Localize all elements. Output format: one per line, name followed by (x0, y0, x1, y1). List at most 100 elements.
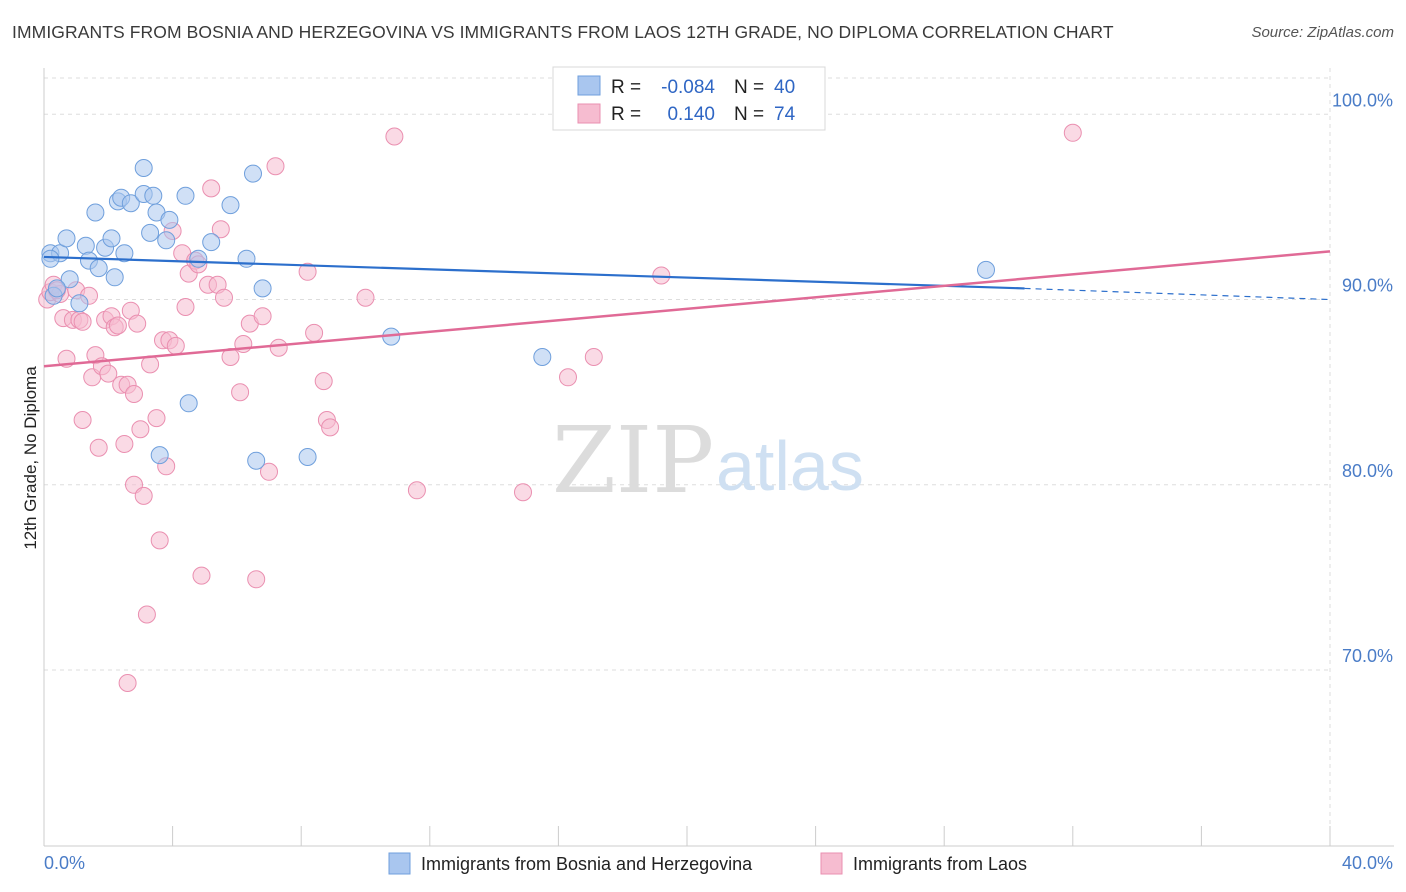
bosnia-point (179, 394, 198, 413)
bosnia-point (977, 260, 995, 279)
laos-point (356, 288, 375, 307)
legend-n-label-1: N = (734, 77, 764, 98)
bosnia-point (76, 236, 95, 255)
y-axis-title: 12th Grade, No Diploma (21, 366, 40, 550)
laos-point (231, 383, 250, 402)
laos-point (559, 368, 577, 387)
legend-n-value-2: 74 (774, 104, 796, 125)
bosnia-point (244, 164, 262, 183)
source-label: Source: ZipAtlas.com (1251, 24, 1394, 41)
bottom-legend-label-laos: Immigrants from Laos (853, 854, 1027, 874)
y-tick-label: 90.0% (1342, 276, 1393, 296)
laos-point (407, 481, 426, 500)
x-ticks (43, 826, 1331, 846)
watermark-zip: ZIP (552, 407, 714, 514)
laos-point (192, 566, 211, 585)
laos-point (134, 486, 153, 505)
bosnia-point (533, 348, 552, 366)
trend-lines (43, 250, 1331, 368)
laos-point (118, 674, 137, 692)
laos-point (128, 314, 147, 333)
bottom-legend-swatch-laos (820, 852, 843, 875)
bosnia-point (102, 229, 121, 248)
x-tick-label-max: 40.0% (1342, 853, 1393, 873)
legend-r-label-2: R = (611, 104, 641, 125)
y-tick-labels: 70.0% 80.0% 90.0% 100.0% (1332, 90, 1393, 666)
bottom-legend-label-bosnia: Immigrants from Bosnia and Herzegovina (421, 854, 753, 874)
axes (43, 68, 1394, 847)
legend-swatch-blue (577, 75, 601, 96)
bosnia-trend-extension (1024, 287, 1331, 301)
laos-point (514, 483, 532, 502)
laos-point (305, 323, 324, 342)
laos-point (260, 462, 278, 481)
laos-point (108, 316, 127, 335)
bosnia-point (134, 159, 153, 177)
bosnia-trend-line (43, 255, 1025, 290)
bosnia-point (141, 223, 160, 242)
bosnia-point (86, 203, 105, 222)
laos-point (99, 364, 118, 383)
bosnia-point (253, 279, 272, 298)
laos-point (166, 336, 185, 355)
laos-point (298, 262, 317, 281)
y-tick-label: 100.0% (1332, 90, 1393, 110)
y-tick-label: 70.0% (1342, 646, 1393, 666)
laos-point (1063, 123, 1082, 142)
watermark-atlas: atlas (716, 427, 864, 505)
laos-point (584, 348, 603, 366)
bosnia-point (202, 233, 221, 252)
laos-point (150, 531, 169, 550)
laos-trend-line (43, 250, 1331, 368)
legend-n-value-1: 40 (774, 77, 795, 98)
laos-point (211, 220, 230, 239)
bosnia-point (237, 249, 256, 268)
laos-point (266, 157, 285, 176)
laos-point (131, 420, 150, 439)
laos-point (147, 409, 166, 428)
laos-point (125, 385, 143, 403)
chart-title: IMMIGRANTS FROM BOSNIA AND HERZEGOVINA V… (12, 22, 1114, 42)
bosnia-point (89, 259, 108, 278)
legend-r-label-1: R = (611, 77, 641, 98)
bosnia-point (105, 268, 124, 287)
bosnia-point (298, 448, 317, 466)
bosnia-point (247, 451, 266, 470)
laos-point (73, 411, 92, 429)
laos-point (253, 307, 272, 326)
laos-point (202, 179, 221, 198)
laos-point (73, 312, 92, 331)
bosnia-point (176, 186, 195, 205)
laos-point (269, 338, 288, 357)
legend-swatch-pink (577, 103, 601, 124)
bottom-legend-swatch-bosnia (388, 852, 411, 875)
laos-point (385, 127, 404, 146)
laos-point (321, 418, 340, 437)
bosnia-point (60, 270, 79, 289)
legend-r-value-1: -0.084 (661, 77, 715, 98)
bosnia-point (160, 210, 179, 229)
bosnia-point (41, 249, 60, 268)
laos-point (247, 570, 266, 589)
legend-n-label-2: N = (734, 104, 764, 125)
bosnia-point (221, 196, 240, 215)
x-tick-label-min: 0.0% (44, 853, 85, 873)
laos-point (137, 605, 156, 624)
series-legend: Immigrants from Bosnia and Herzegovina I… (388, 852, 1027, 875)
y-tick-label: 80.0% (1342, 461, 1393, 481)
correlation-legend: R = -0.084 N = 40 R = 0.140 N = 74 (552, 66, 826, 131)
legend-r-value-2: 0.140 (667, 104, 715, 125)
bosnia-point (189, 249, 208, 268)
bosnia-point (121, 194, 140, 213)
bosnia-point (115, 244, 134, 263)
laos-point (89, 438, 108, 457)
bosnia-point (144, 186, 163, 205)
bosnia-point (70, 294, 89, 313)
bosnia-point (150, 446, 169, 465)
laos-point (314, 372, 333, 391)
bosnia-point (157, 231, 176, 250)
laos-point (115, 435, 134, 453)
bosnia-point (47, 279, 66, 298)
bosnia-point (57, 229, 76, 248)
